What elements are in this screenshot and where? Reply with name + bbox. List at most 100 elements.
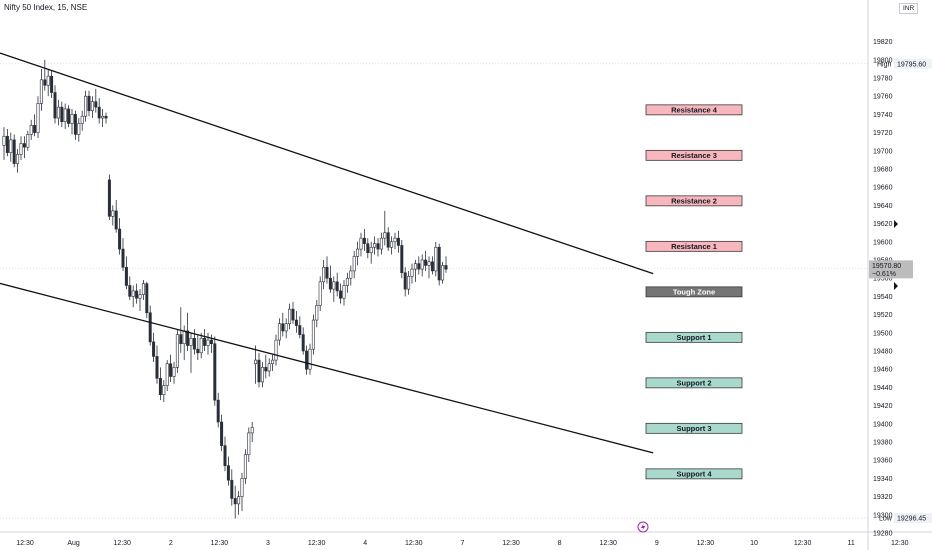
candle-body (267, 363, 271, 372)
candle-body (138, 294, 142, 299)
candle-body (90, 101, 94, 112)
candle-body (305, 350, 309, 370)
candle-body (325, 266, 329, 279)
candle-body (434, 246, 438, 272)
zone-box (645, 331, 743, 343)
candle-body (400, 245, 404, 274)
candle-body (43, 79, 47, 86)
candle-body (124, 266, 128, 286)
candle-body (196, 348, 200, 354)
candle-body (335, 281, 339, 292)
last-price-bg (869, 260, 913, 279)
zone-label: Support 1 (677, 333, 712, 342)
x-tick-label: 12:30 (405, 540, 423, 547)
zone-box (645, 468, 743, 480)
candle-body (60, 106, 64, 122)
y-tick-label: 19340 (873, 476, 893, 483)
x-tick-label: 7 (460, 540, 464, 547)
candle-body (284, 323, 288, 332)
candle-body (70, 114, 74, 124)
candle-body (145, 283, 149, 314)
candle-body (67, 108, 71, 124)
candle-body (301, 334, 305, 352)
candle-body (84, 95, 88, 117)
candle-body (121, 248, 125, 268)
candle-body (233, 498, 237, 505)
y-axis: 19820 19800 19780 19760 19740 19720 19700 19680… (873, 39, 893, 537)
low-label: Low (879, 516, 893, 523)
x-tick-label: 12:30 (16, 540, 34, 547)
last-price-value: 19570.80 (872, 263, 901, 270)
candle-body (131, 290, 135, 297)
y-tick-label: 19400 (873, 421, 893, 428)
trendline-upper (0, 52, 654, 275)
x-tick-label: 11 (848, 540, 855, 547)
candle-body (254, 359, 258, 365)
candle-body (230, 479, 234, 499)
candle-body (213, 343, 217, 401)
candle-body (393, 237, 397, 243)
y-tick-label: 19440 (873, 385, 893, 392)
zones: Resistance 4 Resistance 3 Resistance 2 Resi… (645, 104, 743, 480)
candle-body (114, 210, 118, 230)
y-tick-label: 19520 (873, 312, 893, 319)
candle-body (155, 356, 159, 379)
candle-body (216, 399, 220, 423)
candle-body (420, 259, 424, 270)
currency-label[interactable]: INR (899, 3, 919, 14)
candle-body (162, 385, 166, 395)
candle-body (192, 337, 196, 350)
candle-body (19, 143, 23, 155)
last-price-change: −0.61% (872, 271, 896, 278)
candle-body (39, 79, 43, 104)
candle-body (247, 432, 251, 456)
price-markers: High 19795.60 Low 19296.45 19570.80−0.61% (637, 58, 932, 533)
zone-label: Resistance 2 (671, 196, 717, 205)
candle-body (179, 334, 183, 345)
candle-body (308, 348, 312, 370)
price-arrow-icon (894, 220, 898, 228)
candle-body (36, 103, 40, 133)
zone-box (645, 422, 743, 434)
candle-body (413, 263, 417, 270)
y-tick-label: 19300 (873, 512, 893, 519)
candle-body (403, 272, 407, 290)
y-tick-label: 19660 (873, 185, 893, 192)
candle-body (342, 285, 346, 299)
y-tick-label: 19640 (873, 203, 893, 210)
candle-body (322, 266, 326, 283)
zone-label: Support 2 (677, 378, 712, 387)
candle-body (437, 246, 441, 281)
candle-body (369, 246, 373, 254)
candle-body (169, 363, 173, 377)
high-value: 19795.60 (897, 61, 926, 68)
y-tick-label: 19280 (873, 531, 893, 538)
candle-body (444, 265, 448, 270)
candle-body (379, 237, 383, 250)
candle-body (50, 75, 54, 93)
y-tick-label: 19620 (873, 221, 893, 228)
candle-body (77, 123, 81, 135)
zone-box (645, 149, 743, 161)
zone-box (645, 240, 743, 252)
candle-body (220, 421, 224, 446)
candle-body (107, 179, 111, 217)
candle-body (345, 277, 349, 286)
candle-body (383, 232, 387, 239)
lightning-icon (637, 521, 649, 533)
candle-body (352, 256, 356, 272)
zone-box (645, 195, 743, 207)
candle-body (104, 115, 108, 119)
candle-body (410, 268, 414, 277)
candle-body (26, 134, 30, 148)
y-tick-label: 19700 (873, 148, 893, 155)
y-tick-label: 19680 (873, 167, 893, 174)
y-tick-label: 19320 (873, 494, 893, 501)
zone-box (645, 286, 743, 298)
chart-title: Nifty 50 Index, 15, NSE (4, 3, 88, 12)
candle-body (80, 115, 84, 124)
y-tick-label: 19760 (873, 94, 893, 101)
candle-body (264, 367, 268, 372)
candle-body (152, 341, 156, 357)
